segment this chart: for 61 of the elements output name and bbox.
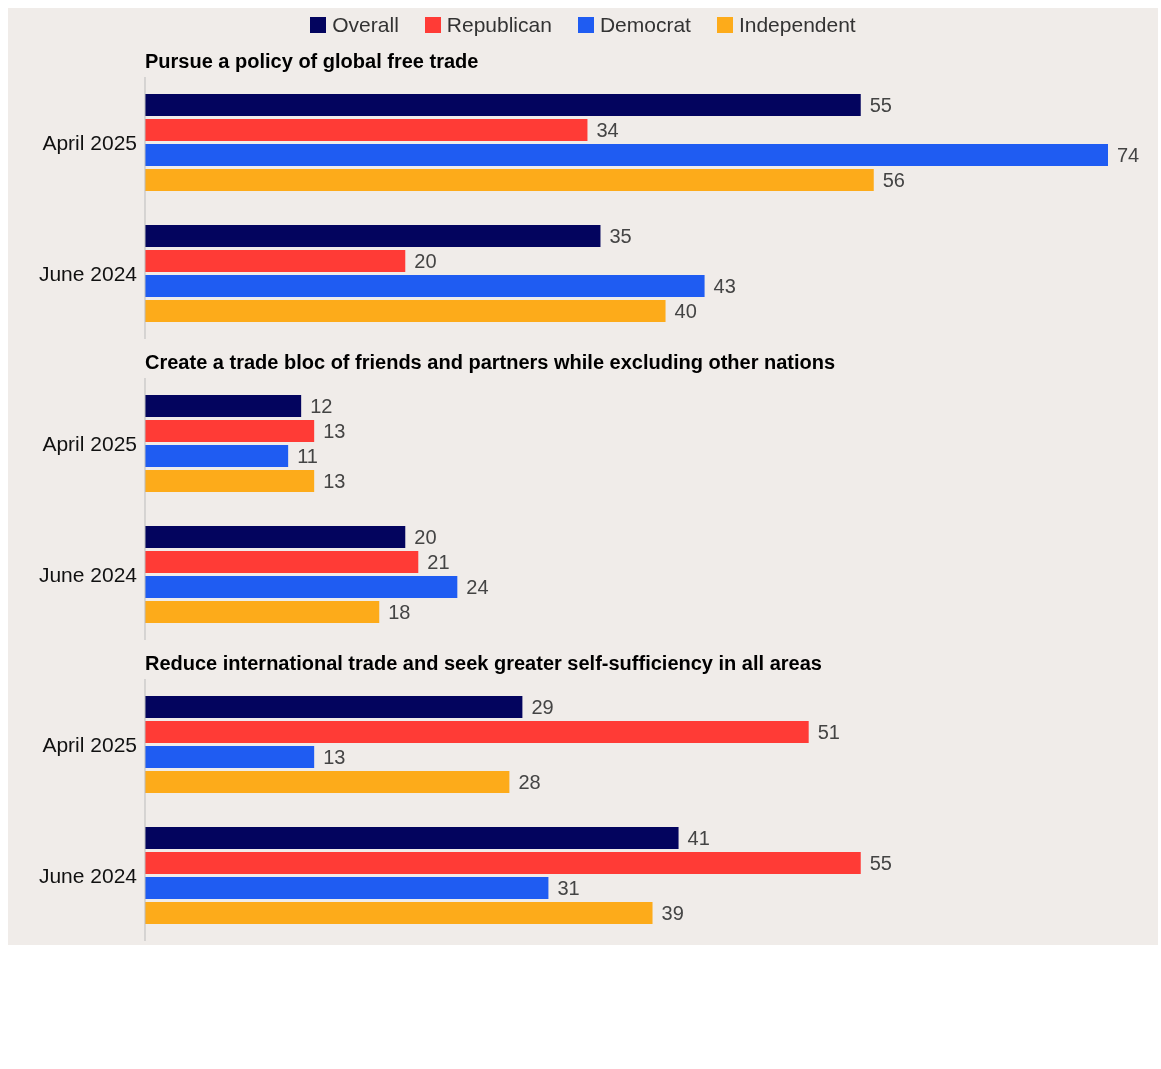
data-label: 18 [388,601,411,624]
data-label: 20 [414,526,437,549]
bar [145,902,653,924]
legend-label: Independent [738,13,856,37]
chart-title: Reduce international trade and seek greater self-sufficiency in all areas [145,652,823,675]
data-label: 56 [882,169,906,192]
data-label: 55 [869,94,892,117]
chart-title: Create a trade bloc of friends and partners while excluding other nations [145,351,837,374]
bar [145,445,289,467]
data-label: 40 [674,300,697,323]
bar [145,144,1108,166]
bar [145,551,419,573]
legend-label: Overall [332,13,399,37]
bar [145,250,406,272]
data-label: 13 [323,470,346,493]
bar [145,300,666,322]
data-label: 39 [661,902,684,925]
data-label: 24 [466,576,489,599]
y-tick-label: June 2024 [38,863,138,887]
bar [145,576,458,598]
data-label: 55 [869,852,892,875]
legend-label: Democrat [599,13,691,37]
bar [145,169,874,191]
bar [145,827,679,849]
data-label: 35 [609,225,632,248]
data-label: 43 [713,275,736,298]
data-label: 20 [414,250,437,273]
data-label: 11 [297,445,318,468]
bar [145,395,302,417]
bar [145,94,861,116]
bar [145,771,510,793]
bar [145,852,861,874]
bar [145,420,315,442]
data-label: 34 [596,119,619,142]
bar [145,601,380,623]
data-label: 29 [531,696,554,719]
bar [145,119,588,141]
data-label: 21 [427,551,450,574]
y-tick-label: April 2025 [42,130,137,154]
bar [145,225,601,247]
data-label: 74 [1117,144,1140,167]
data-label: 51 [817,721,840,744]
data-label: 13 [323,746,346,769]
data-label: 13 [323,420,346,443]
data-label: 31 [557,877,580,900]
chart-title: Pursue a policy of global free trade [145,50,480,73]
bar [145,877,549,899]
bar [145,275,705,297]
bar [145,696,523,718]
data-label: 12 [310,395,333,418]
bar [145,721,809,743]
y-tick-label: June 2024 [38,562,138,586]
bar [145,526,406,548]
y-tick-label: April 2025 [42,431,137,455]
bar [145,746,315,768]
y-tick-label: June 2024 [38,261,138,285]
data-label: 28 [518,771,541,794]
bar [145,470,315,492]
data-label: 41 [687,827,710,850]
y-tick-label: April 2025 [42,732,137,756]
legend-label: Republican [446,13,552,37]
